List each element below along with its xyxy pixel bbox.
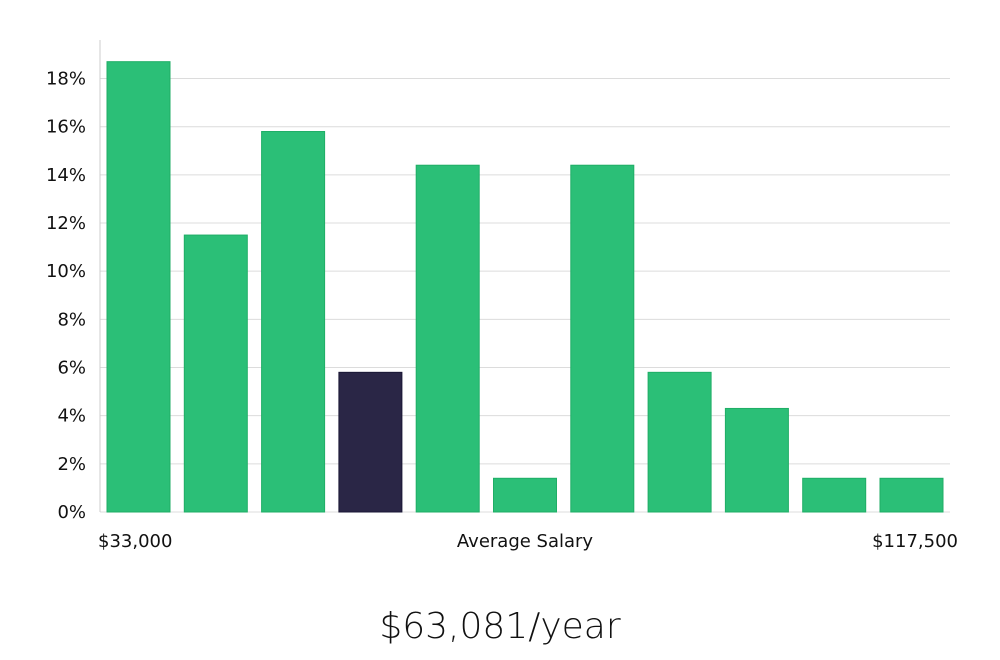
bar — [570, 164, 635, 513]
bar — [802, 477, 867, 513]
y-tick-label: 18% — [46, 69, 86, 90]
y-tick-label: 2% — [57, 454, 86, 475]
y-tick-label: 8% — [57, 309, 86, 330]
y-tick-label: 14% — [46, 165, 86, 186]
x-axis-label: Average Salary — [457, 531, 594, 552]
x-max-label: $117,500 — [872, 531, 958, 552]
y-tick-label: 12% — [46, 213, 86, 234]
bar — [879, 477, 944, 513]
bar — [261, 131, 326, 513]
bar — [183, 234, 248, 513]
bar — [493, 477, 557, 513]
y-axis-ticks: 0% 2% 4% 6% 8% 10% 12% 14% 16% 18% — [46, 69, 86, 523]
y-tick-label: 10% — [46, 261, 86, 282]
bars — [106, 61, 944, 513]
bar — [415, 164, 480, 513]
y-tick-label: 4% — [57, 406, 86, 427]
bar-highlighted — [338, 371, 403, 513]
average-salary-value: $63,081/year — [379, 606, 621, 647]
y-tick-label: 0% — [57, 502, 86, 523]
y-tick-label: 16% — [46, 117, 86, 138]
bar — [724, 407, 789, 513]
bar — [106, 61, 171, 513]
y-tick-label: 6% — [57, 358, 86, 379]
bar — [647, 371, 712, 513]
x-min-label: $33,000 — [98, 531, 172, 552]
